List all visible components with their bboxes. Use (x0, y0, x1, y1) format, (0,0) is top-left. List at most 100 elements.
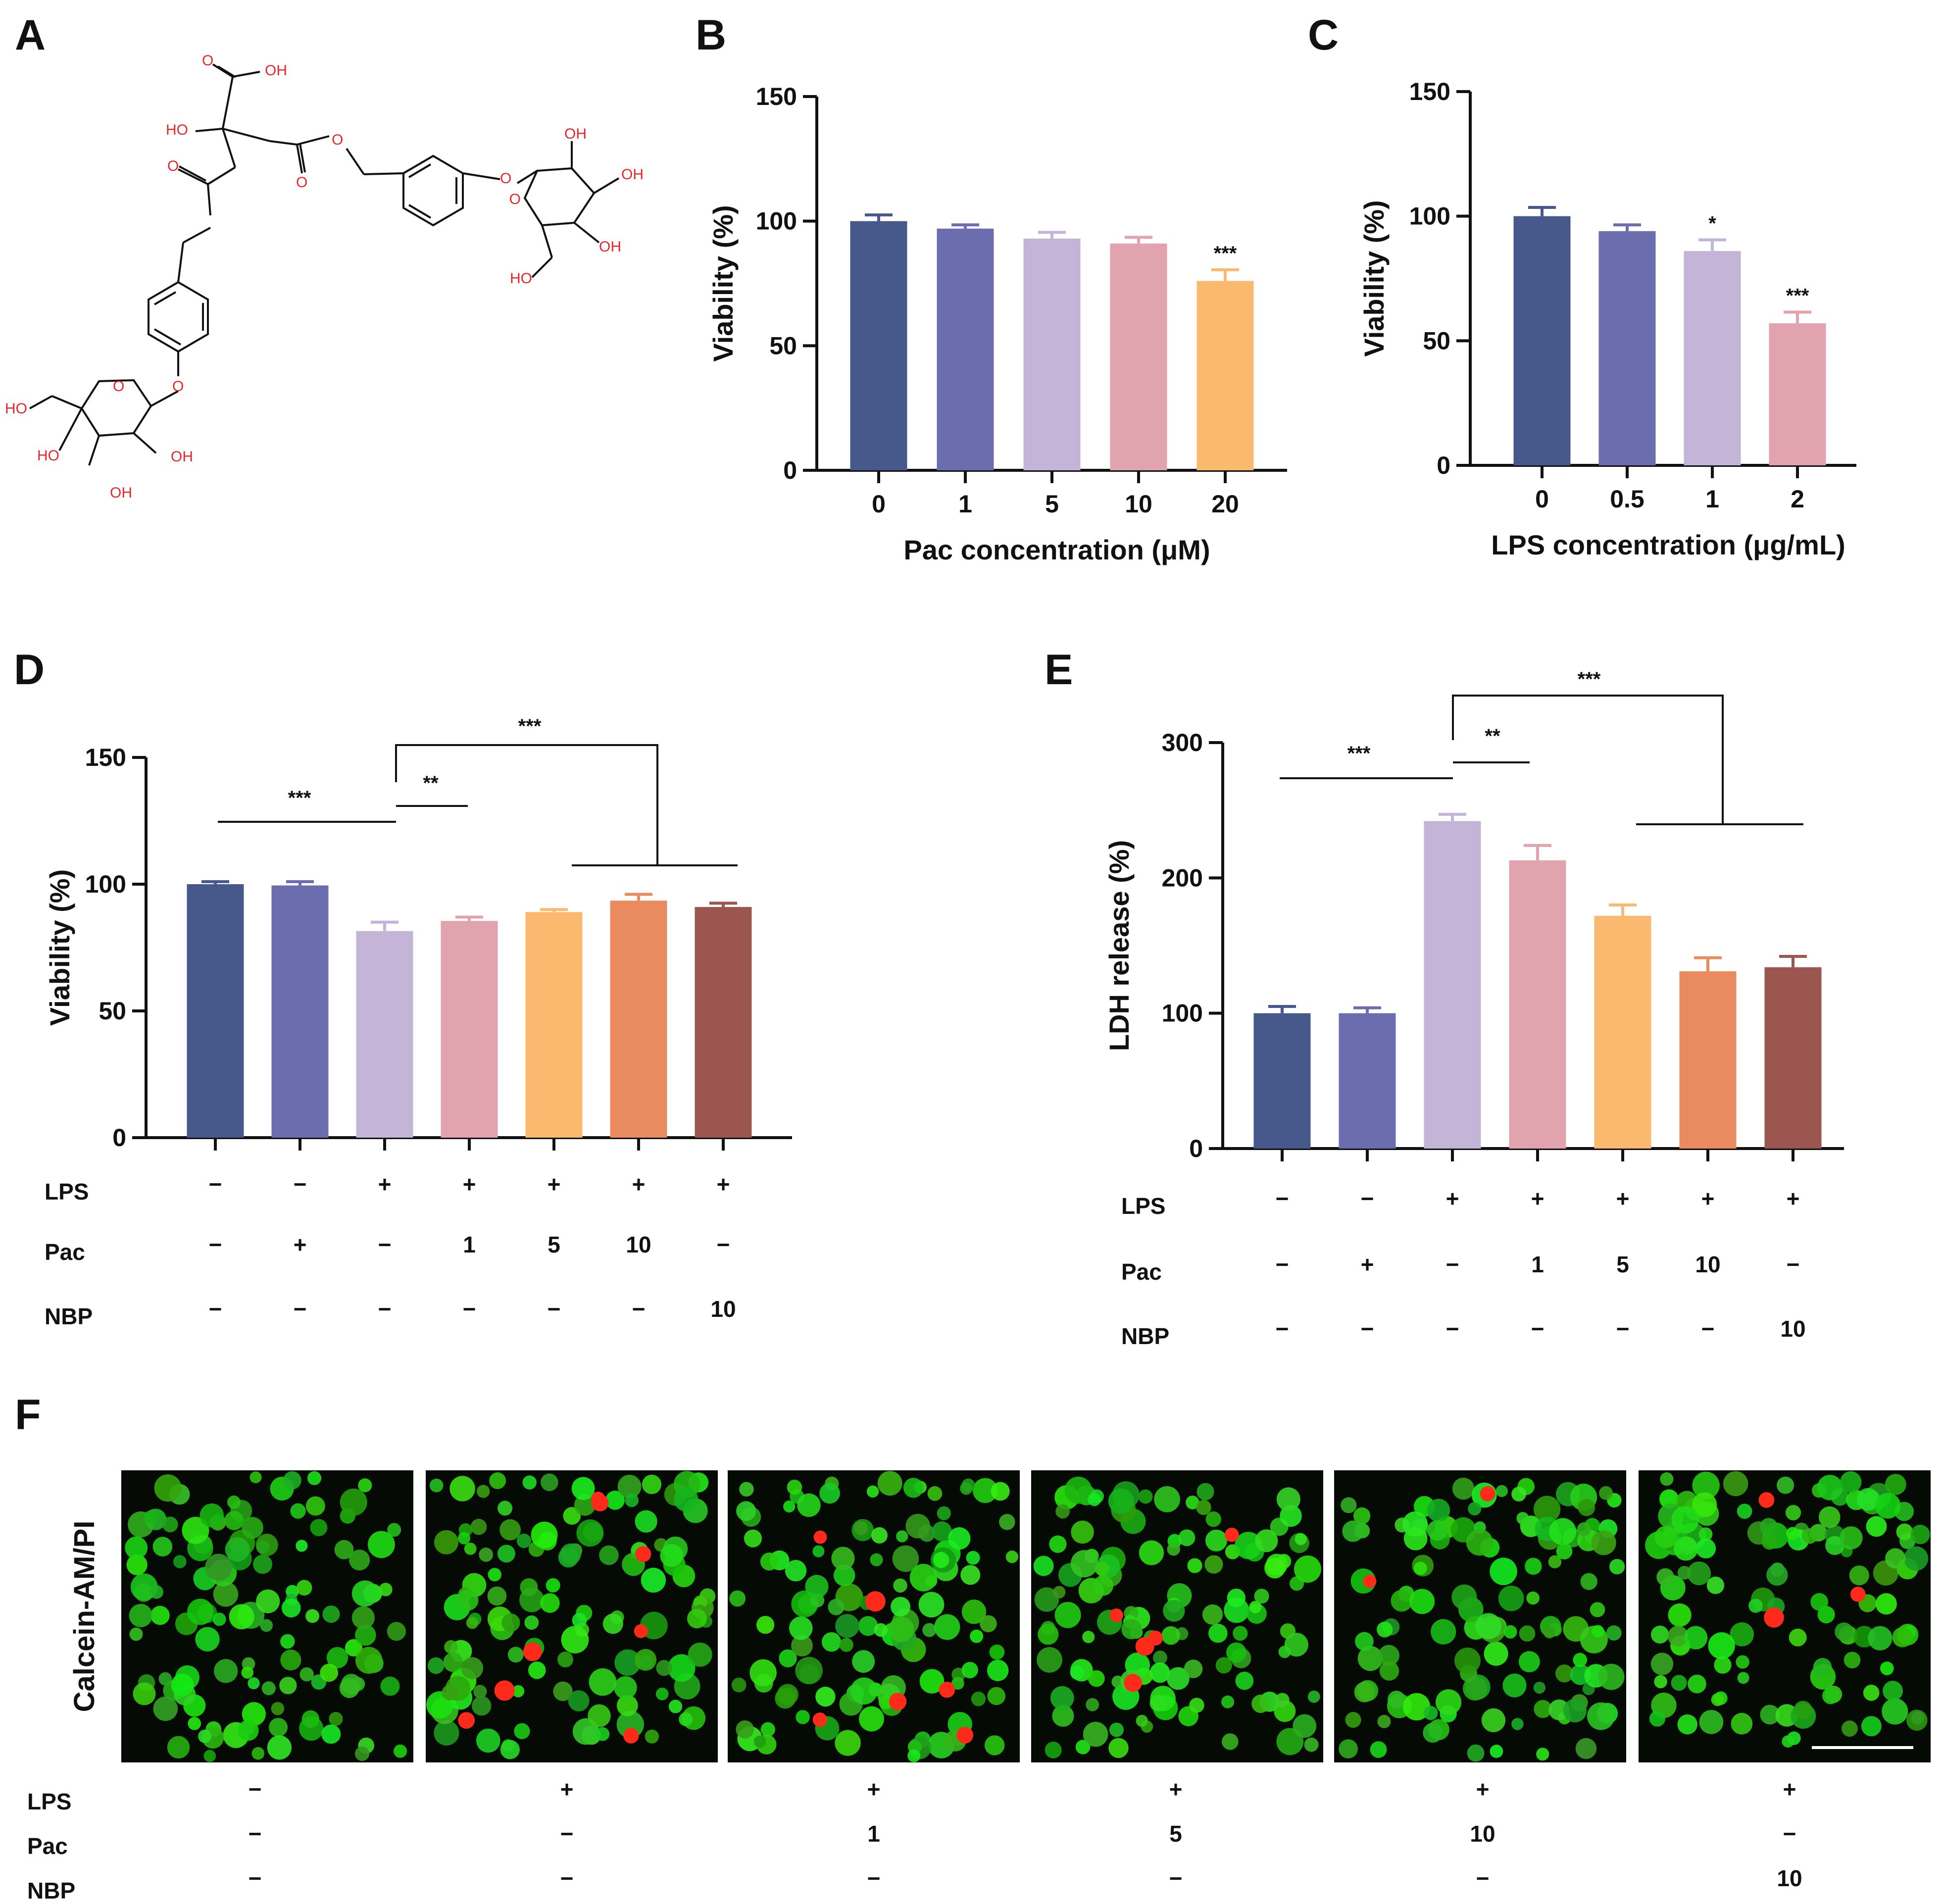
live-cell (760, 1722, 776, 1737)
live-cell (1377, 1621, 1393, 1638)
live-cell (561, 1626, 589, 1653)
live-cell (229, 1604, 254, 1630)
panel-label-f: F (15, 1391, 41, 1439)
condition-value: − (249, 1821, 262, 1847)
condition-value: − (209, 1232, 222, 1257)
live-cell (507, 1647, 524, 1663)
live-cell (602, 1613, 623, 1634)
live-cell (1825, 1536, 1844, 1555)
live-cell (1166, 1667, 1190, 1690)
condition-value: − (1701, 1316, 1715, 1342)
live-cell (948, 1527, 971, 1550)
live-cell (1563, 1699, 1587, 1723)
live-cell (528, 1661, 546, 1679)
live-cell (1684, 1626, 1708, 1650)
live-cell (1227, 1588, 1246, 1607)
live-cell (574, 1494, 596, 1516)
atom-label: OH (564, 126, 587, 142)
live-cell (499, 1519, 521, 1541)
live-cell (1817, 1475, 1843, 1501)
condition-value: − (378, 1232, 392, 1257)
significance-mark: * (1708, 212, 1716, 234)
live-cell (919, 1669, 945, 1694)
live-cell (891, 1597, 911, 1617)
live-cell (540, 1593, 560, 1613)
bar (1598, 231, 1656, 465)
live-cell (489, 1472, 506, 1489)
live-cell (1307, 1690, 1320, 1703)
live-cell (756, 1616, 775, 1634)
live-cell (290, 1503, 306, 1519)
live-cell (850, 1677, 878, 1705)
live-cell (1911, 1711, 1925, 1725)
live-cell (1590, 1602, 1605, 1617)
live-cell (828, 1599, 845, 1615)
dead-cell (1480, 1486, 1495, 1502)
live-cell (1868, 1626, 1893, 1651)
live-cell (1737, 1503, 1752, 1519)
live-cell (589, 1668, 617, 1696)
live-cell (487, 1586, 507, 1606)
live-cell (1037, 1647, 1062, 1673)
live-cell (321, 1724, 341, 1744)
condition-value: − (294, 1296, 307, 1322)
live-cell (877, 1471, 902, 1496)
live-cell (1654, 1526, 1677, 1549)
condition-value: 1 (867, 1821, 880, 1847)
live-cell (999, 1514, 1015, 1530)
live-cell (960, 1482, 973, 1495)
live-cell (1656, 1568, 1674, 1586)
condition-value: − (1169, 1865, 1183, 1891)
live-cell (1342, 1520, 1364, 1542)
live-cell (1409, 1589, 1435, 1614)
live-cell (951, 1677, 964, 1690)
live-cell (961, 1661, 978, 1679)
live-cell (571, 1477, 595, 1501)
live-cell (162, 1516, 178, 1533)
y-tick-label: 300 (1162, 729, 1203, 756)
live-cell (457, 1589, 479, 1611)
live-cell (1121, 1619, 1142, 1640)
live-cell (472, 1696, 492, 1716)
live-cell (1108, 1488, 1134, 1514)
live-cell (256, 1589, 280, 1613)
live-cell (1671, 1506, 1699, 1534)
live-cell (1875, 1493, 1901, 1519)
condition-value: − (378, 1296, 392, 1322)
live-cell (1880, 1661, 1894, 1675)
live-cell (893, 1578, 907, 1593)
live-cell (1005, 1551, 1019, 1563)
live-cell (380, 1676, 400, 1696)
condition-value: + (1701, 1186, 1715, 1211)
bar (1684, 251, 1741, 465)
live-cell (1835, 1622, 1853, 1641)
live-cell (1516, 1512, 1529, 1525)
live-cell (345, 1639, 363, 1656)
x-tick-label: 0.5 (1610, 485, 1644, 513)
live-cell (1431, 1619, 1456, 1645)
live-cell (203, 1750, 216, 1762)
live-cell (821, 1632, 842, 1652)
live-cell (1706, 1576, 1725, 1594)
atom-label: HO (37, 448, 59, 464)
live-cell (1215, 1657, 1232, 1674)
bar (1110, 243, 1167, 470)
live-cell (281, 1598, 301, 1618)
condition-value: + (378, 1171, 392, 1197)
live-cell (1033, 1555, 1054, 1576)
significance-bracket (1452, 695, 1724, 824)
live-cell (775, 1688, 796, 1709)
y-tick-label: 150 (1409, 78, 1450, 105)
live-cell (1861, 1716, 1882, 1737)
significance-mark: *** (1347, 743, 1371, 764)
significance-bracket (395, 744, 658, 865)
live-cell (1573, 1653, 1588, 1667)
live-cell (576, 1519, 604, 1547)
live-cell (238, 1720, 259, 1741)
live-cell (154, 1474, 182, 1502)
condition-value: + (867, 1776, 881, 1802)
live-cell (167, 1736, 190, 1759)
live-cell (874, 1623, 888, 1637)
live-cell (870, 1553, 883, 1566)
live-cell (1526, 1591, 1540, 1605)
